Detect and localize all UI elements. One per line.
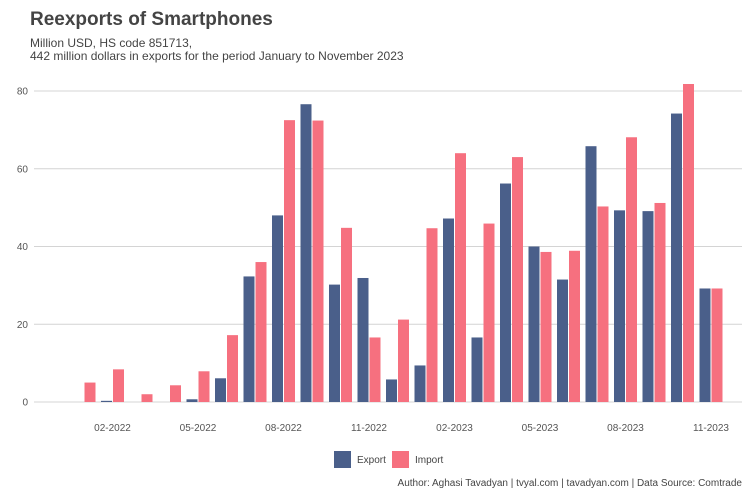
chart-subtitle: Million USD, HS code 851713, 442 million… <box>30 37 404 63</box>
bar-export-12-2022 <box>386 379 397 402</box>
legend: Export Import <box>334 451 444 468</box>
chart-caption: Author: Aghasi Tavadyan | tvyal.com | ta… <box>397 478 742 489</box>
bar-import-08-2023 <box>626 137 637 403</box>
bar-export-07-2022 <box>243 276 255 402</box>
bar-import-06-2023 <box>569 250 580 402</box>
bar-import-06-2022 <box>227 335 238 402</box>
x-tick-label: 02-2022 <box>94 423 131 434</box>
bar-import-03-2022 <box>141 394 153 402</box>
bar-import-04-2023 <box>512 157 523 402</box>
bar-export-11-2022 <box>357 277 369 402</box>
y-tick-label: 80 <box>17 87 29 98</box>
x-tick-label: 08-2023 <box>607 423 644 434</box>
legend-label-export: Export <box>357 455 386 466</box>
bar-export-08-2023 <box>614 210 625 402</box>
bar-export-05-2022 <box>186 399 198 402</box>
x-tick-label: 11-2023 <box>693 423 729 434</box>
subtitle-line-2: 442 million dollars in exports for the p… <box>30 49 404 63</box>
bar-import-10-2023 <box>683 84 694 402</box>
bar-import-05-2023 <box>540 251 552 402</box>
bar-export-03-2023 <box>471 337 483 402</box>
bar-import-09-2023 <box>654 202 666 402</box>
bar-import-02-2023 <box>455 153 466 402</box>
bar-export-06-2022 <box>215 378 226 402</box>
bar-export-05-2023 <box>528 246 540 402</box>
bar-import-02-2022 <box>113 369 124 402</box>
bar-import-05-2022 <box>198 371 210 402</box>
bar-import-01-2023 <box>426 228 438 402</box>
bar-import-03-2023 <box>483 223 495 402</box>
bar-export-02-2023 <box>443 218 454 402</box>
bar-import-01-2022 <box>84 382 96 402</box>
x-tick-label: 08-2022 <box>265 423 302 434</box>
x-tick-label: 05-2022 <box>180 423 217 434</box>
bar-export-02-2022 <box>101 400 112 402</box>
bar-export-11-2023 <box>699 288 711 402</box>
bar-export-10-2023 <box>671 113 682 403</box>
legend-swatch-import <box>392 451 409 468</box>
x-axis-ticks: 02-2022 05-2022 08-2022 11-2022 02-2023 05-20… <box>94 423 729 434</box>
y-tick-label: 20 <box>17 320 29 331</box>
bar-export-09-2023 <box>642 211 654 402</box>
bar-import-09-2022 <box>312 120 324 403</box>
bar-import-07-2022 <box>255 262 267 402</box>
legend-label-import: Import <box>415 455 444 466</box>
y-axis-ticks: 0 20 40 60 80 <box>17 87 29 409</box>
bar-import-12-2022 <box>398 319 409 402</box>
bar-import-10-2022 <box>341 227 352 402</box>
legend-swatch-export <box>334 451 351 468</box>
bar-export-07-2023 <box>585 146 597 402</box>
bar-export-09-2022 <box>300 104 312 402</box>
bar-import-07-2023 <box>597 206 609 402</box>
bar-import-11-2022 <box>369 337 381 402</box>
bar-import-11-2023 <box>711 288 723 402</box>
x-tick-label: 11-2022 <box>351 423 387 434</box>
y-tick-label: 0 <box>22 398 28 409</box>
bar-export-10-2022 <box>329 284 340 402</box>
y-tick-label: 60 <box>17 164 29 175</box>
x-tick-label: 05-2023 <box>522 423 559 434</box>
bar-export-04-2023 <box>500 183 511 402</box>
bar-export-06-2023 <box>557 279 568 402</box>
chart-title: Reexports of Smartphones <box>30 9 273 30</box>
y-tick-label: 40 <box>17 242 29 253</box>
bar-export-01-2023 <box>414 365 426 402</box>
bars <box>84 84 723 403</box>
bar-export-08-2022 <box>272 215 283 402</box>
bar-import-08-2022 <box>284 120 295 402</box>
bar-import-04-2022 <box>170 385 181 402</box>
x-tick-label: 02-2023 <box>436 423 473 434</box>
subtitle-line-1: Million USD, HS code 851713, <box>30 36 193 50</box>
